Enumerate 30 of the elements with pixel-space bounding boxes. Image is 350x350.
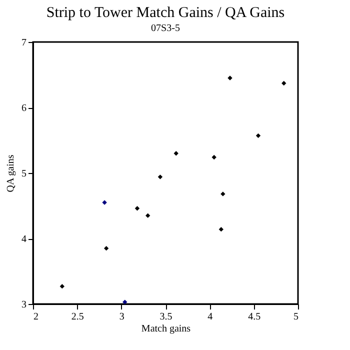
x-axis-title: Match gains (141, 324, 191, 334)
point (60, 284, 64, 289)
x-tick-label: 3.5 (160, 312, 172, 322)
point (220, 192, 226, 196)
y-tick-label: 5 (22, 168, 26, 180)
y-tick-label: 4 (22, 234, 26, 245)
x-tick-label: 2.5 (71, 312, 84, 322)
point (282, 80, 286, 86)
chart-title: Strip to Tower Match Gains / QA Gains (46, 5, 285, 21)
x-tick-label: 5 (294, 312, 298, 322)
x-tick-label: 2 (34, 312, 38, 322)
point (174, 151, 178, 156)
point (134, 206, 140, 211)
x-tick-label: 3 (119, 312, 124, 322)
y-axis-title: QA gains (6, 154, 16, 192)
y-tick-label: 6 (22, 103, 26, 114)
point (122, 300, 128, 304)
point (104, 246, 109, 251)
point (102, 200, 107, 205)
y-tick-label: 3 (22, 300, 26, 310)
point (145, 213, 150, 218)
point (158, 174, 163, 180)
x-tick-label: 4 (208, 312, 213, 322)
x-tick-label: 4.5 (248, 312, 261, 322)
chart-subtitle: 07S3-5 (151, 23, 180, 34)
point (228, 76, 232, 80)
y-tick-label: 7 (22, 38, 26, 48)
point (256, 133, 261, 138)
point (212, 154, 216, 160)
point (218, 226, 224, 232)
